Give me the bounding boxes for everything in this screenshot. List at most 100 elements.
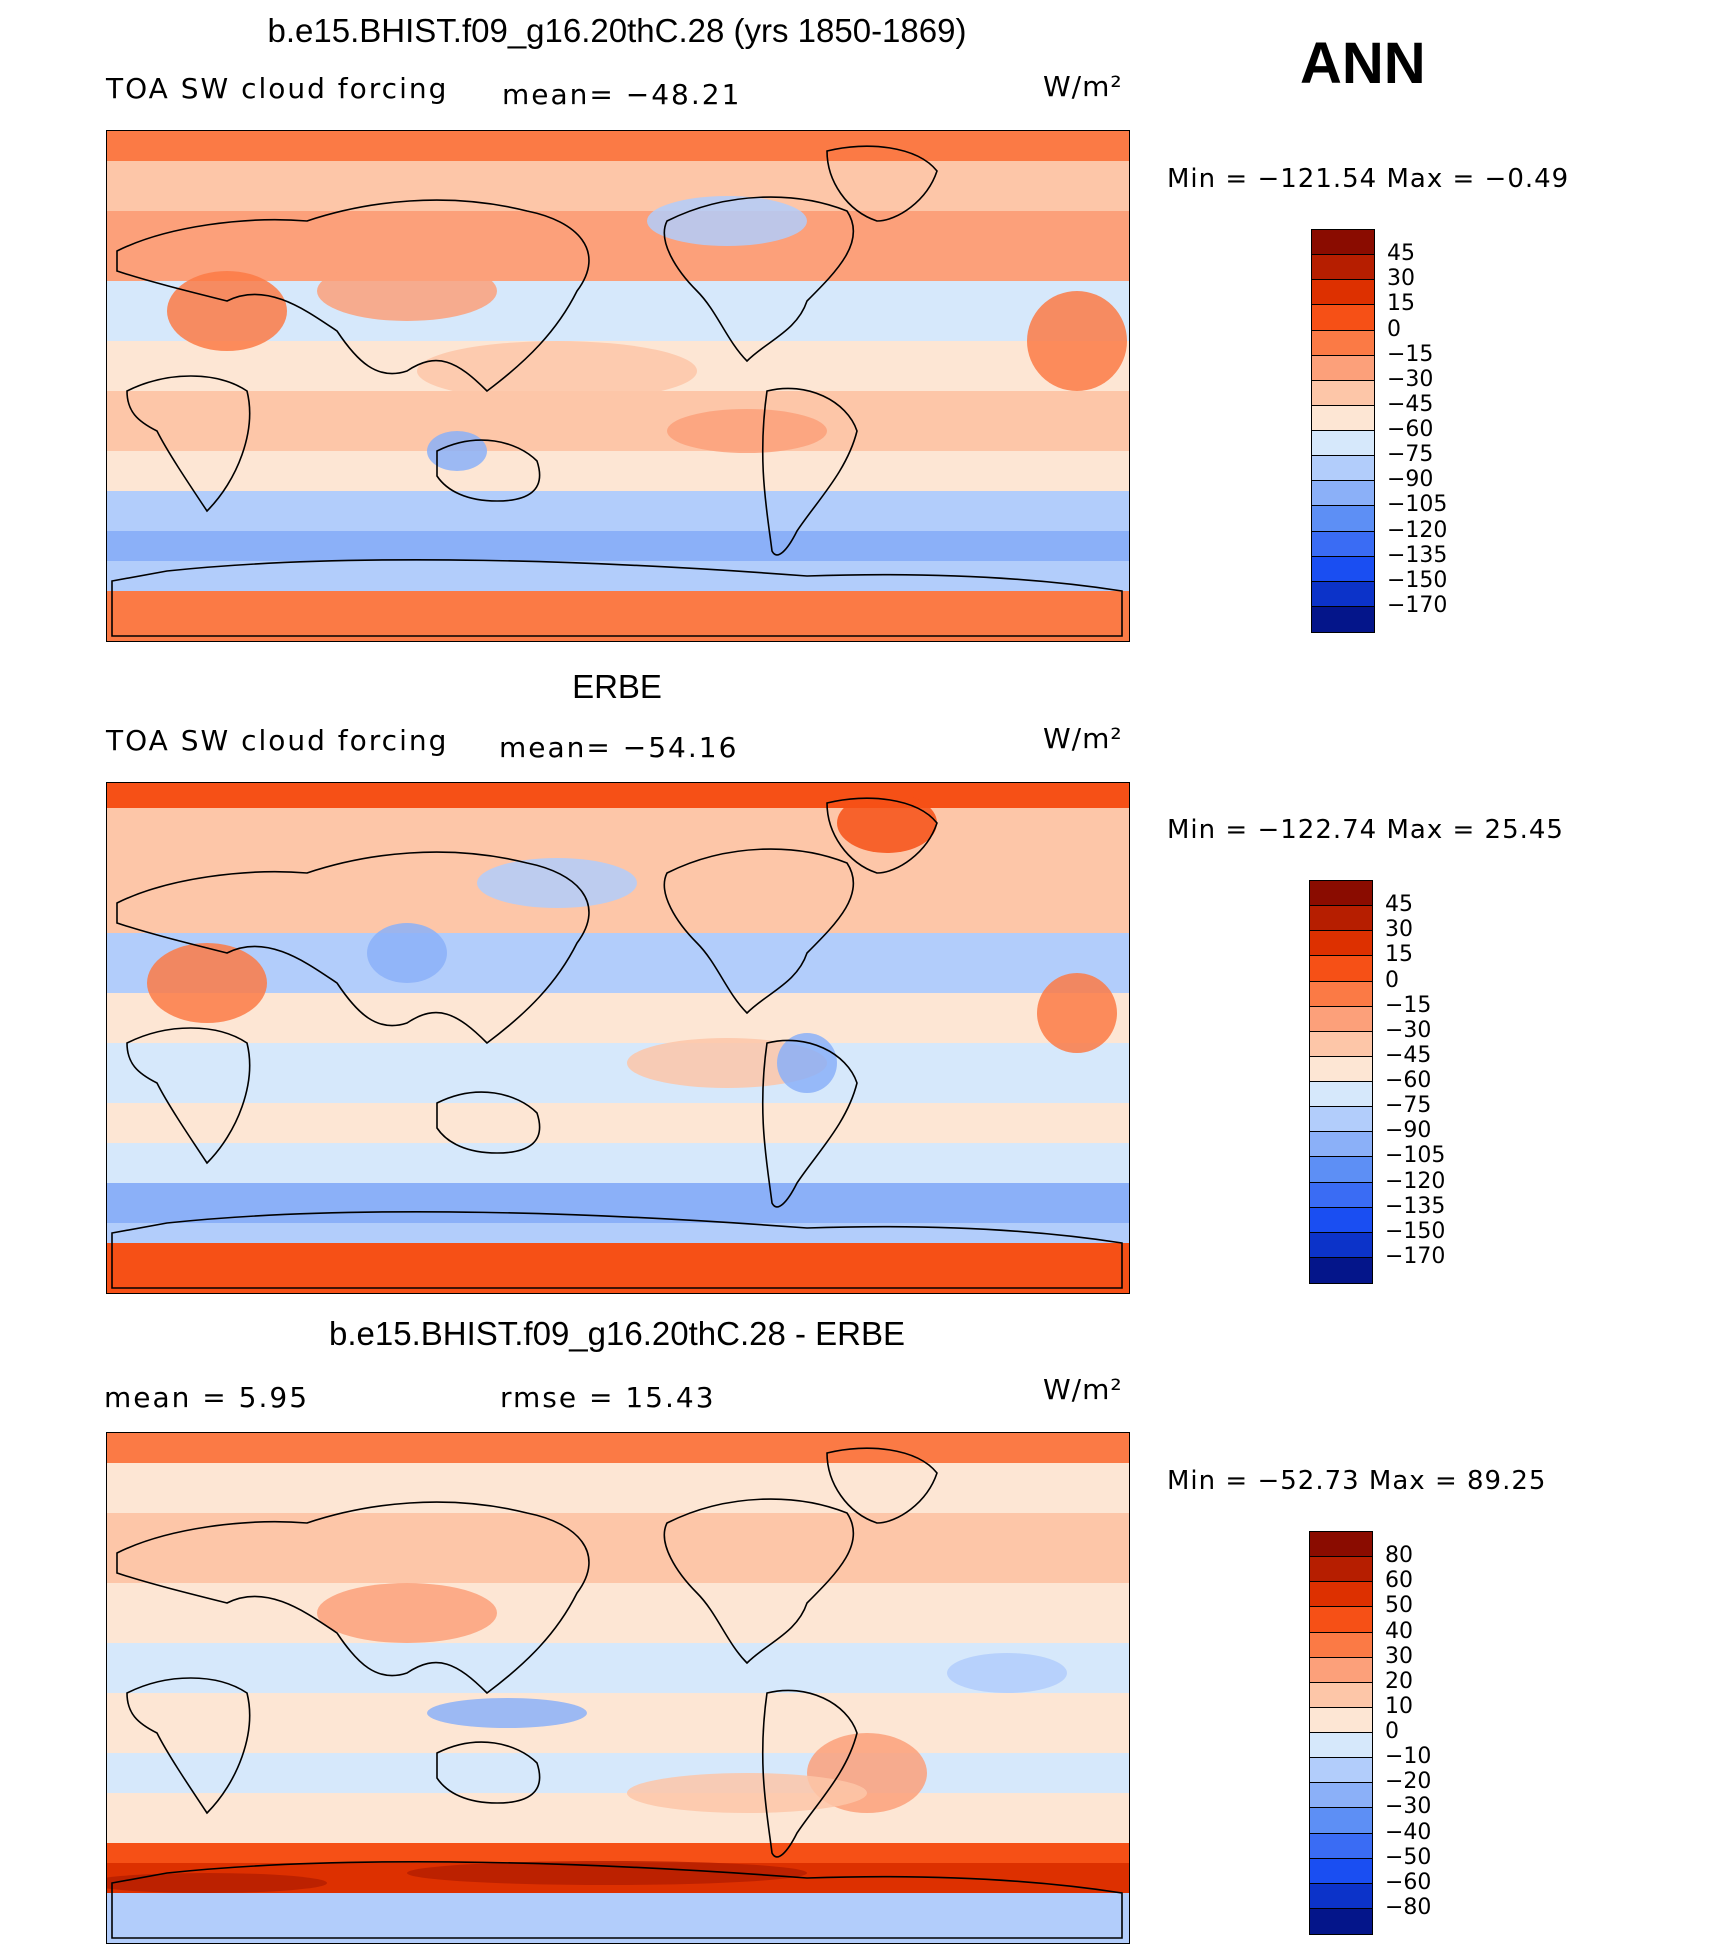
colorbar-swatch: [1310, 1132, 1372, 1158]
coastline: [761, 387, 858, 556]
colorbar-swatch: [1310, 1557, 1372, 1583]
panel-3-rmse-label: rmse = 15.43: [500, 1381, 716, 1414]
colorbar-swatch: [1310, 881, 1372, 907]
field-band: [107, 1243, 1129, 1293]
field-band: [107, 1433, 1129, 1463]
coastline: [116, 199, 590, 393]
colorbar-swatch: [1310, 1157, 1372, 1183]
colorbar-swatch: [1312, 305, 1374, 331]
colorbar-tick-label: −170: [1387, 592, 1448, 618]
field-band: [107, 993, 1129, 1043]
coastline: [826, 797, 938, 874]
colorbar-swatch: [1312, 431, 1374, 457]
panel-2-colorbar: [1309, 880, 1373, 1284]
colorbar-swatch: [1310, 1657, 1372, 1683]
field-map-svg: [107, 783, 1129, 1293]
coastline: [826, 145, 938, 222]
colorbar-swatch: [1310, 1783, 1372, 1809]
colorbar-swatch: [1310, 1908, 1372, 1934]
field-band: [107, 1513, 1129, 1583]
field-band: [107, 1583, 1129, 1643]
field-band: [107, 1753, 1129, 1793]
colorbar-tick-label: −150: [1385, 1218, 1446, 1244]
coastline: [116, 1501, 590, 1695]
colorbar-swatch: [1312, 355, 1374, 381]
field-anomaly: [477, 858, 637, 908]
field-anomaly: [407, 1861, 807, 1885]
colorbar-tick-label: 20: [1385, 1668, 1413, 1694]
field-band: [107, 1143, 1129, 1183]
coastline: [126, 1677, 251, 1815]
panel-2-map: [106, 782, 1130, 1294]
field-anomaly: [427, 431, 487, 471]
colorbar-swatch: [1310, 1182, 1372, 1208]
colorbar-tick-label: 40: [1385, 1618, 1413, 1644]
coastline: [663, 848, 855, 1015]
colorbar-tick-label: 80: [1385, 1543, 1413, 1569]
colorbar-swatch: [1310, 1031, 1372, 1057]
colorbar-swatch: [1312, 531, 1374, 557]
field-anomaly: [427, 1698, 587, 1728]
colorbar-tick-label: −90: [1387, 467, 1434, 493]
field-anomaly: [1027, 291, 1127, 391]
colorbar-swatch: [1310, 1532, 1372, 1558]
colorbar-tick-label: −30: [1385, 1017, 1432, 1043]
colorbar-swatch: [1310, 1006, 1372, 1032]
colorbar-swatch: [1312, 606, 1374, 632]
panel-2-units: W/m²: [1043, 722, 1123, 755]
field-band: [107, 591, 1129, 641]
colorbar-swatch: [1310, 1232, 1372, 1258]
field-anomaly: [627, 1038, 827, 1088]
coastline: [826, 1447, 938, 1524]
colorbar-swatch: [1312, 481, 1374, 507]
field-anomaly: [107, 1873, 327, 1893]
colorbar-tick-label: −45: [1387, 391, 1434, 417]
colorbar-tick-label: −80: [1385, 1894, 1432, 1920]
field-band: [107, 1043, 1129, 1103]
panel-1-mean-label: mean= −48.21: [502, 78, 742, 111]
colorbar-tick-label: −60: [1387, 417, 1434, 442]
field-band: [107, 211, 1129, 281]
colorbar-swatch: [1312, 556, 1374, 582]
colorbar-tick-label: 15: [1385, 942, 1413, 968]
colorbar-tick-label: 30: [1385, 1643, 1413, 1669]
panel-2-min-max: Min = −122.74 Max = 25.45: [1167, 815, 1564, 845]
colorbar-tick-label: −60: [1385, 1869, 1432, 1895]
colorbar-swatch: [1310, 1833, 1372, 1859]
colorbar-swatch: [1310, 1883, 1372, 1909]
colorbar-tick-label: 50: [1385, 1593, 1413, 1619]
coastline: [436, 439, 541, 502]
colorbar-swatch: [1310, 931, 1372, 957]
coastline: [111, 1211, 1123, 1289]
colorbar-swatch: [1310, 1107, 1372, 1133]
colorbar-swatch: [1310, 906, 1372, 932]
panel-1-map: [106, 130, 1130, 642]
colorbar-swatch: [1310, 1207, 1372, 1233]
field-anomaly: [317, 1583, 497, 1643]
colorbar-swatch: [1312, 456, 1374, 482]
field-band: [107, 933, 1129, 993]
colorbar-tick-label: −15: [1385, 992, 1432, 1018]
colorbar-swatch: [1312, 405, 1374, 431]
colorbar-swatch: [1310, 1682, 1372, 1708]
coastline: [126, 1027, 251, 1165]
colorbar-tick-label: −60: [1385, 1068, 1432, 1093]
field-band: [107, 1103, 1129, 1143]
coastline: [126, 375, 251, 513]
colorbar-swatch: [1310, 1056, 1372, 1082]
panel-1-units: W/m²: [1043, 70, 1123, 103]
field-anomaly: [667, 409, 827, 453]
colorbar-tick-label: −150: [1387, 567, 1448, 593]
field-anomaly: [627, 1773, 867, 1813]
field-anomaly: [317, 261, 497, 321]
coastline: [761, 1689, 858, 1858]
colorbar-tick-label: 45: [1387, 241, 1415, 267]
colorbar-tick-label: −40: [1385, 1819, 1432, 1845]
colorbar-tick-label: −10: [1385, 1744, 1432, 1770]
coastline: [663, 196, 855, 363]
field-anomaly: [147, 943, 267, 1023]
coastline: [116, 851, 590, 1045]
colorbar-swatch: [1310, 1707, 1372, 1733]
panel-1-field-label: TOA SW cloud forcing: [106, 72, 449, 105]
colorbar-tick-label: −90: [1385, 1118, 1432, 1144]
